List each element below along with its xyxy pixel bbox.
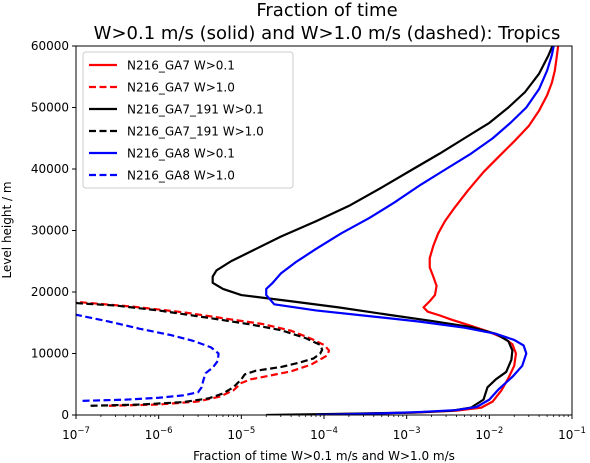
y-tick-label: 50000 xyxy=(31,101,69,115)
series-line-1 xyxy=(299,46,560,415)
legend-entry-label: N216_GA7 W>0.1 xyxy=(127,59,235,73)
series-line-5 xyxy=(265,46,555,415)
y-tick-label: 20000 xyxy=(31,285,69,299)
legend-entry-label: N216_GA7_191 W>0.1 xyxy=(127,103,264,117)
y-tick-label: 0 xyxy=(61,408,69,422)
x-tick-label: 10−5 xyxy=(227,426,255,442)
series-line-4 xyxy=(76,301,324,407)
x-tick-label: 10−2 xyxy=(475,426,503,442)
legend-entry-label: N216_GA7_191 W>1.0 xyxy=(127,125,264,139)
y-tick-label: 30000 xyxy=(31,224,69,238)
x-tick-label: 10−7 xyxy=(62,426,90,442)
x-axis-label: Fraction of time W>0.1 m/s and W>1.0 m/s xyxy=(193,449,455,463)
chart-subtitle: W>0.1 m/s (solid) and W>1.0 m/s (dashed)… xyxy=(94,23,561,44)
x-tick-label: 10−3 xyxy=(393,426,421,442)
x-tick-label: 10−1 xyxy=(558,426,586,442)
series-line-6 xyxy=(76,313,220,402)
y-tick-label: 10000 xyxy=(31,347,69,361)
x-tick-label: 10−4 xyxy=(310,426,338,442)
x-axis-ticks: 10−7 10−6 10−5 10−4 10−3 10−2 10−1 xyxy=(62,415,586,442)
x-tick-label: 10−6 xyxy=(145,426,173,442)
series-layer xyxy=(76,46,560,415)
legend-box xyxy=(82,51,294,189)
legend: N216_GA7 W>0.1 N216_GA7 W>1.0 N216_GA7_191… xyxy=(82,51,294,189)
legend-entry-label: N216_GA8 W>0.1 xyxy=(127,147,235,161)
legend-entry-label: N216_GA7 W>1.0 xyxy=(127,81,235,95)
y-tick-label: 60000 xyxy=(31,39,69,53)
y-axis-label: Level height / m xyxy=(0,181,14,278)
y-tick-label: 40000 xyxy=(31,162,69,176)
series-line-3 xyxy=(211,46,554,415)
y-axis-ticks: 0 10000 20000 30000 40000 50000 60000 xyxy=(31,39,76,422)
legend-entry-label: N216_GA8 W>1.0 xyxy=(127,169,235,183)
chart-title: Fraction of time xyxy=(256,0,397,21)
